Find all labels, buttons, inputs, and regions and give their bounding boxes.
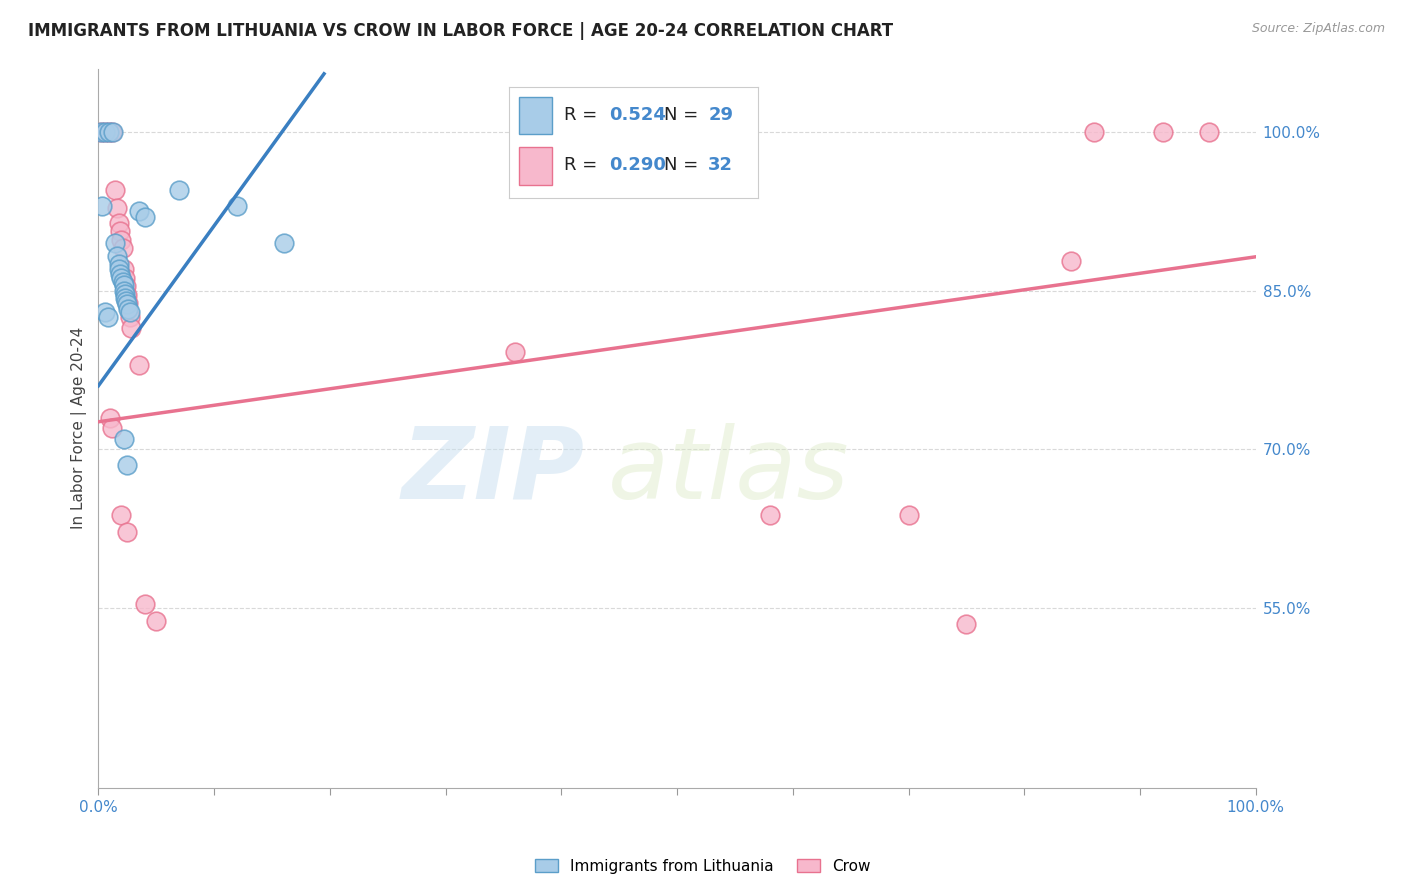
- Point: [115, 279, 138, 293]
- Point: [103, 183, 125, 197]
- Point: [111, 241, 134, 255]
- Point: [94, 305, 117, 319]
- Point: [103, 235, 125, 250]
- Point: [118, 305, 141, 319]
- Point: [758, 508, 780, 522]
- Point: [97, 125, 120, 139]
- Point: [94, 125, 117, 139]
- Point: [120, 320, 142, 334]
- Point: [117, 296, 139, 310]
- Point: [117, 458, 139, 472]
- Point: [134, 597, 156, 611]
- Point: [114, 291, 136, 305]
- Point: [97, 125, 120, 139]
- Point: [897, 508, 920, 522]
- Y-axis label: In Labor Force | Age 20-24: In Labor Force | Age 20-24: [72, 327, 87, 529]
- Point: [90, 199, 112, 213]
- Point: [110, 233, 132, 247]
- Point: [117, 524, 139, 539]
- Point: [1152, 125, 1174, 139]
- Text: atlas: atlas: [607, 423, 849, 520]
- Point: [1083, 125, 1105, 139]
- Point: [112, 284, 135, 298]
- Point: [169, 183, 191, 197]
- Point: [108, 216, 131, 230]
- Point: [97, 310, 120, 324]
- Point: [108, 257, 131, 271]
- Point: [117, 288, 139, 302]
- Point: [111, 275, 134, 289]
- Point: [118, 310, 141, 324]
- Point: [128, 204, 150, 219]
- Point: [108, 262, 131, 277]
- Point: [273, 235, 295, 250]
- Point: [145, 614, 167, 628]
- Point: [103, 125, 125, 139]
- Point: [955, 616, 977, 631]
- Point: [105, 201, 128, 215]
- Point: [134, 210, 156, 224]
- Point: [110, 267, 132, 281]
- Legend: Immigrants from Lithuania, Crow: Immigrants from Lithuania, Crow: [529, 853, 877, 880]
- Point: [114, 271, 136, 285]
- Point: [1198, 125, 1220, 139]
- Point: [112, 262, 135, 277]
- Point: [115, 294, 138, 309]
- Point: [112, 432, 135, 446]
- Point: [90, 125, 112, 139]
- Point: [110, 271, 132, 285]
- Text: IMMIGRANTS FROM LITHUANIA VS CROW IN LABOR FORCE | AGE 20-24 CORRELATION CHART: IMMIGRANTS FROM LITHUANIA VS CROW IN LAB…: [28, 22, 893, 40]
- Text: Source: ZipAtlas.com: Source: ZipAtlas.com: [1251, 22, 1385, 36]
- Point: [1059, 254, 1081, 268]
- Point: [117, 297, 139, 311]
- Point: [101, 421, 124, 435]
- Point: [110, 224, 132, 238]
- Point: [90, 125, 112, 139]
- Text: ZIP: ZIP: [402, 423, 585, 520]
- Point: [114, 286, 136, 301]
- Point: [110, 508, 132, 522]
- Point: [128, 358, 150, 372]
- Point: [226, 199, 249, 213]
- Point: [105, 249, 128, 263]
- Point: [98, 410, 121, 425]
- Point: [117, 301, 139, 316]
- Point: [101, 125, 124, 139]
- Point: [112, 278, 135, 293]
- Point: [94, 125, 117, 139]
- Point: [503, 345, 526, 359]
